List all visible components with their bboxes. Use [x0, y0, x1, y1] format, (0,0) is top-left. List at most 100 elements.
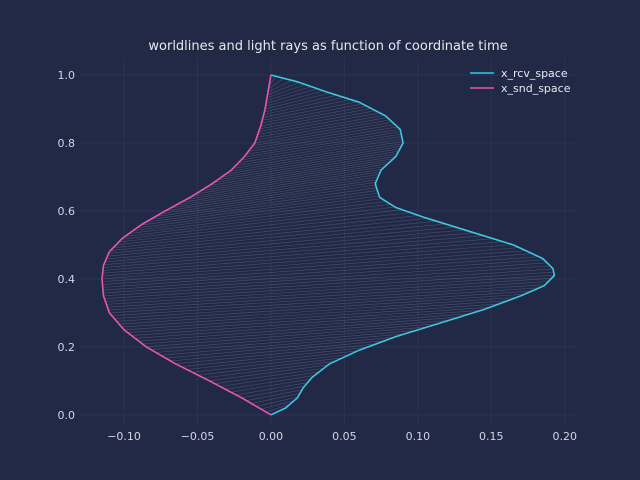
light-ray: [267, 80, 292, 93]
light-ray: [214, 368, 324, 384]
light-ray: [267, 82, 300, 96]
light-ray: [103, 235, 484, 268]
light-ray: [251, 393, 300, 404]
light-ray: [136, 195, 380, 229]
light-ray: [150, 187, 377, 220]
y-tick-label: 1.0: [58, 69, 76, 82]
light-ray: [170, 340, 386, 362]
light-ray: [200, 161, 391, 192]
light-ray: [102, 250, 526, 283]
light-ray: [238, 136, 402, 164]
light-ray: [186, 350, 358, 370]
light-ray: [180, 171, 381, 203]
light-ray: [165, 336, 395, 359]
light-ray: [246, 128, 401, 155]
light-ray: [121, 300, 508, 328]
light-ray: [217, 150, 399, 181]
light-ray: [236, 382, 308, 396]
light-ray: [221, 148, 401, 178]
light-ray: [160, 333, 405, 356]
y-tick-label: 0.6: [58, 205, 76, 218]
light-ray: [243, 131, 401, 158]
light-ray: [264, 94, 337, 113]
light-ray: [155, 330, 416, 353]
y-tick-label: 0.8: [58, 137, 76, 150]
series-line-x_rcv_space: [270, 74, 556, 416]
x-tick-label: −0.05: [181, 430, 215, 443]
light-ray: [111, 287, 540, 316]
light-ray: [102, 238, 494, 271]
light-ray: [185, 168, 383, 200]
x-tick-label: 0.10: [406, 430, 431, 443]
light-ray: [121, 206, 395, 240]
light-ray: [232, 141, 403, 169]
light-ray: [191, 166, 386, 198]
light-ray: [160, 182, 376, 215]
light-ray: [138, 316, 460, 342]
light-ray: [108, 281, 549, 311]
light-ray: [114, 290, 532, 319]
light-ray: [250, 124, 396, 149]
y-tick-label: 0.2: [58, 341, 76, 354]
legend-label-snd: x_snd_space: [501, 82, 571, 95]
light-ray: [268, 78, 284, 90]
light-ray: [248, 126, 398, 152]
light-ray: [132, 198, 382, 232]
light-ray: [146, 323, 438, 348]
light-ray: [268, 76, 277, 87]
light-ray: [135, 313, 470, 339]
y-tick-label: 0.0: [58, 409, 76, 422]
light-ray: [102, 259, 544, 291]
chart-title: worldlines and light rays as function of…: [148, 39, 507, 54]
light-ray: [266, 84, 306, 98]
light-ray: [118, 209, 403, 243]
light-ray: [260, 105, 367, 127]
grid-lines: [80, 58, 575, 425]
legend: x_rcv_space x_snd_space: [470, 67, 571, 95]
light-ray: [209, 155, 396, 186]
light-ray: [261, 103, 363, 124]
light-ray: [155, 184, 376, 217]
light-ray: [102, 244, 513, 277]
light-ray: [127, 306, 491, 333]
light-ray: [124, 203, 391, 237]
light-ray: [197, 357, 343, 376]
light-ray: [225, 145, 402, 175]
light-ray: [241, 385, 305, 399]
light-ray: [181, 347, 367, 367]
light-ray: [265, 404, 290, 413]
light-ray: [265, 88, 318, 104]
x-axis-ticks: −0.10 −0.05 0.00 0.05 0.10 0.15 0.20: [107, 430, 577, 443]
series-line-x_snd_space: [101, 74, 272, 416]
light-ray: [258, 110, 376, 132]
light-ray: [254, 119, 390, 144]
light-ray: [104, 268, 554, 300]
light-ray: [105, 271, 554, 302]
light-ray: [116, 293, 525, 322]
light-ray: [119, 297, 517, 325]
light-ray: [165, 179, 378, 212]
light-ray: [110, 218, 428, 251]
light-ray: [209, 364, 329, 382]
x-tick-label: 0.05: [332, 430, 357, 443]
light-ray: [213, 153, 398, 183]
y-axis-ticks: 0.0 0.2 0.4 0.6 0.8 1.0: [58, 69, 76, 422]
x-tick-label: 0.15: [479, 430, 504, 443]
light-ray: [257, 112, 381, 135]
x-tick-label: −0.10: [107, 430, 141, 443]
light-ray: [102, 256, 539, 288]
light-ray: [246, 389, 303, 401]
light-ray: [107, 223, 446, 257]
light-ray: [104, 229, 465, 263]
light-ray: [195, 163, 388, 195]
light-ray: [103, 262, 548, 294]
light-ray: [261, 400, 295, 410]
light-ray: [259, 108, 372, 130]
light-ray: [145, 190, 378, 223]
light-ray: [192, 354, 351, 373]
light-ray: [140, 192, 379, 226]
light-ray: [252, 121, 393, 147]
light-ray: [255, 117, 388, 141]
light-ray: [265, 92, 331, 110]
light-ray: [241, 133, 402, 161]
